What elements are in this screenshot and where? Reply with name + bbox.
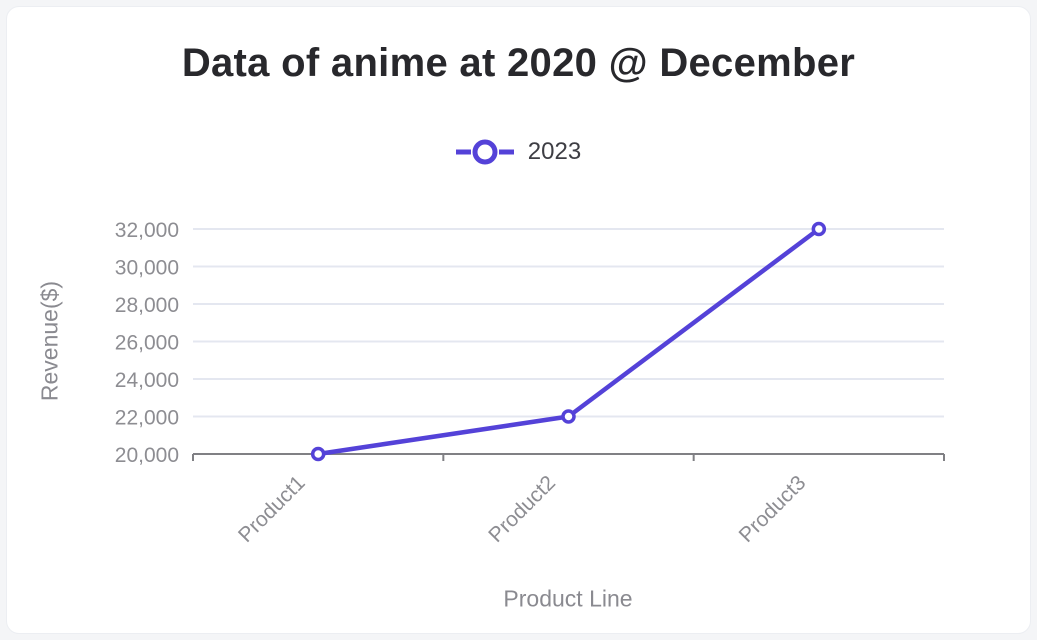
data-point-2023-Product1[interactable] (310, 446, 326, 462)
y-tick-label: 30,000 (115, 257, 179, 280)
y-tick-label: 28,000 (115, 294, 179, 317)
legend-item-2023[interactable]: 2023 (7, 138, 1030, 166)
chart-card: Data of anime at 2020 @ December 2023 20… (6, 6, 1031, 634)
y-tick-label: 26,000 (115, 332, 179, 355)
legend-line-marker-icon (455, 139, 514, 165)
y-tick-label: 20,000 (115, 444, 179, 467)
data-point-2023-Product3[interactable] (811, 221, 827, 237)
y-axis-title: Revenue($) (36, 280, 63, 402)
line-chart-plot-area[interactable]: 20,000 22,000 24,000 26,000 28,000 30,000 32,0… (7, 7, 1032, 635)
data-point-2023-Product2[interactable] (561, 409, 576, 424)
y-tick-label: 32,000 (115, 219, 179, 242)
x-category-label: Product2 (484, 471, 560, 547)
y-tick-label: 22,000 (115, 407, 179, 430)
legend-label: 2023 (527, 138, 582, 165)
chart-title: Data of anime at 2020 @ December (181, 41, 856, 85)
x-category-label: Product3 (735, 471, 811, 547)
x-category-label: Product1 (234, 471, 310, 547)
x-axis-title: Product Line (503, 585, 633, 612)
y-tick-label: 24,000 (115, 369, 179, 392)
